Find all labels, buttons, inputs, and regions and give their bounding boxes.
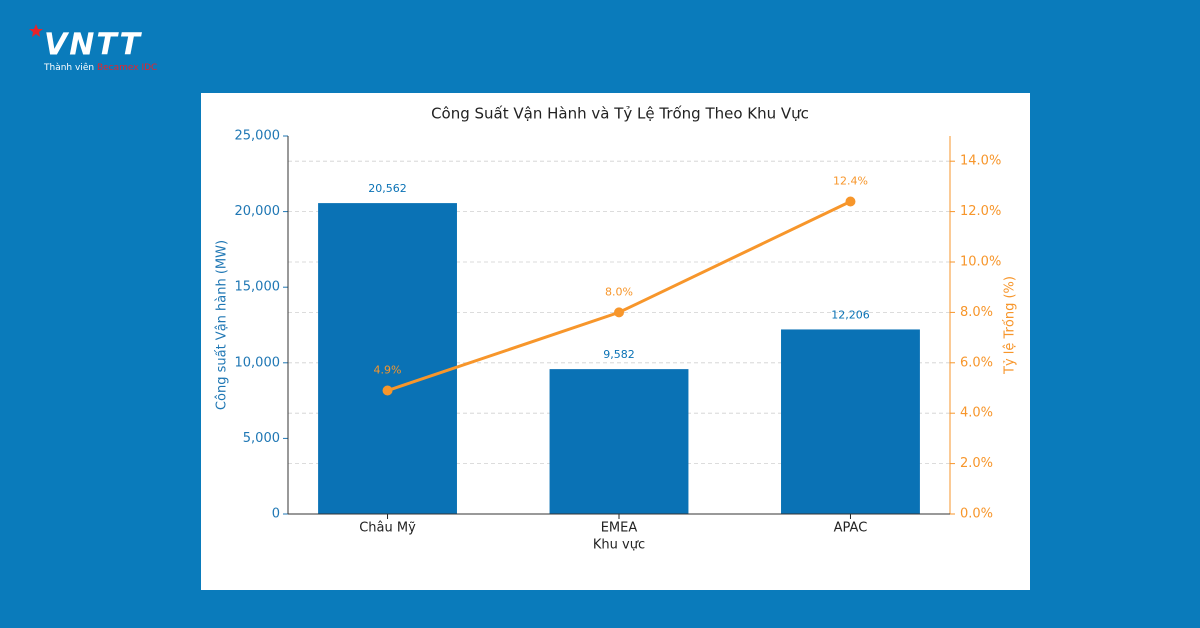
- bar-value-label: 20,562: [368, 182, 407, 195]
- line-point: [614, 307, 624, 318]
- y2-tick-label: 12.0%: [960, 204, 1001, 219]
- tagline-brand: Becamex IDC: [97, 63, 157, 73]
- line-value-label: 4.9%: [374, 364, 402, 377]
- x-tick-label: EMEA: [601, 521, 638, 536]
- line-value-label: 8.0%: [605, 285, 633, 298]
- y2-tick-label: 6.0%: [960, 355, 993, 370]
- bar: [549, 369, 689, 514]
- plot: 0 5,000 10,000 15,000 20,000 25,000 0.0% 2.0% 4.…: [215, 129, 1018, 536]
- y2-tick-label: 0.0%: [960, 507, 993, 522]
- x-axis-label: Khu vực: [593, 538, 645, 553]
- tagline: Thành viên: [43, 62, 94, 73]
- y2-tick-label: 8.0%: [960, 305, 993, 320]
- bar-value-label: 12,206: [831, 308, 870, 321]
- y-tick-label: 0: [272, 507, 280, 522]
- logo-tagline: Thành viên Becamex IDC: [43, 62, 157, 73]
- line-value-label: 12.4%: [833, 175, 868, 188]
- y-tick-label: 15,000: [235, 280, 281, 295]
- y-tick-label: 10,000: [235, 355, 281, 370]
- logo: VNTT Thành viên Becamex IDC: [29, 24, 157, 73]
- x-tick-label: Châu Mỹ: [359, 521, 416, 536]
- y-tick-label: 20,000: [235, 204, 281, 219]
- y-tick-label: 25,000: [235, 129, 281, 144]
- y2-tick-label: 14.0%: [960, 154, 1001, 169]
- y2-tick-label: 4.0%: [960, 406, 993, 421]
- y-tick-label: 5,000: [243, 431, 280, 446]
- y2-tick-label: 2.0%: [960, 456, 993, 471]
- bar: [318, 203, 457, 515]
- y-axis-label: Công suất Vận hành (MW): [215, 240, 230, 410]
- chart-title: Công Suất Vận Hành và Tỷ Lệ Trống Theo K…: [431, 105, 809, 123]
- bar: [781, 329, 920, 514]
- logo-star: [29, 24, 43, 37]
- x-tick-label: APAC: [834, 521, 868, 536]
- y2-tick-label: 10.0%: [960, 255, 1001, 270]
- y2-axis-label: Tỷ lệ Trống (%): [1003, 276, 1018, 375]
- line-point: [382, 385, 393, 396]
- logo-name: VNTT: [44, 28, 142, 63]
- line-point: [845, 196, 856, 207]
- bar-value-label: 9,582: [603, 348, 635, 361]
